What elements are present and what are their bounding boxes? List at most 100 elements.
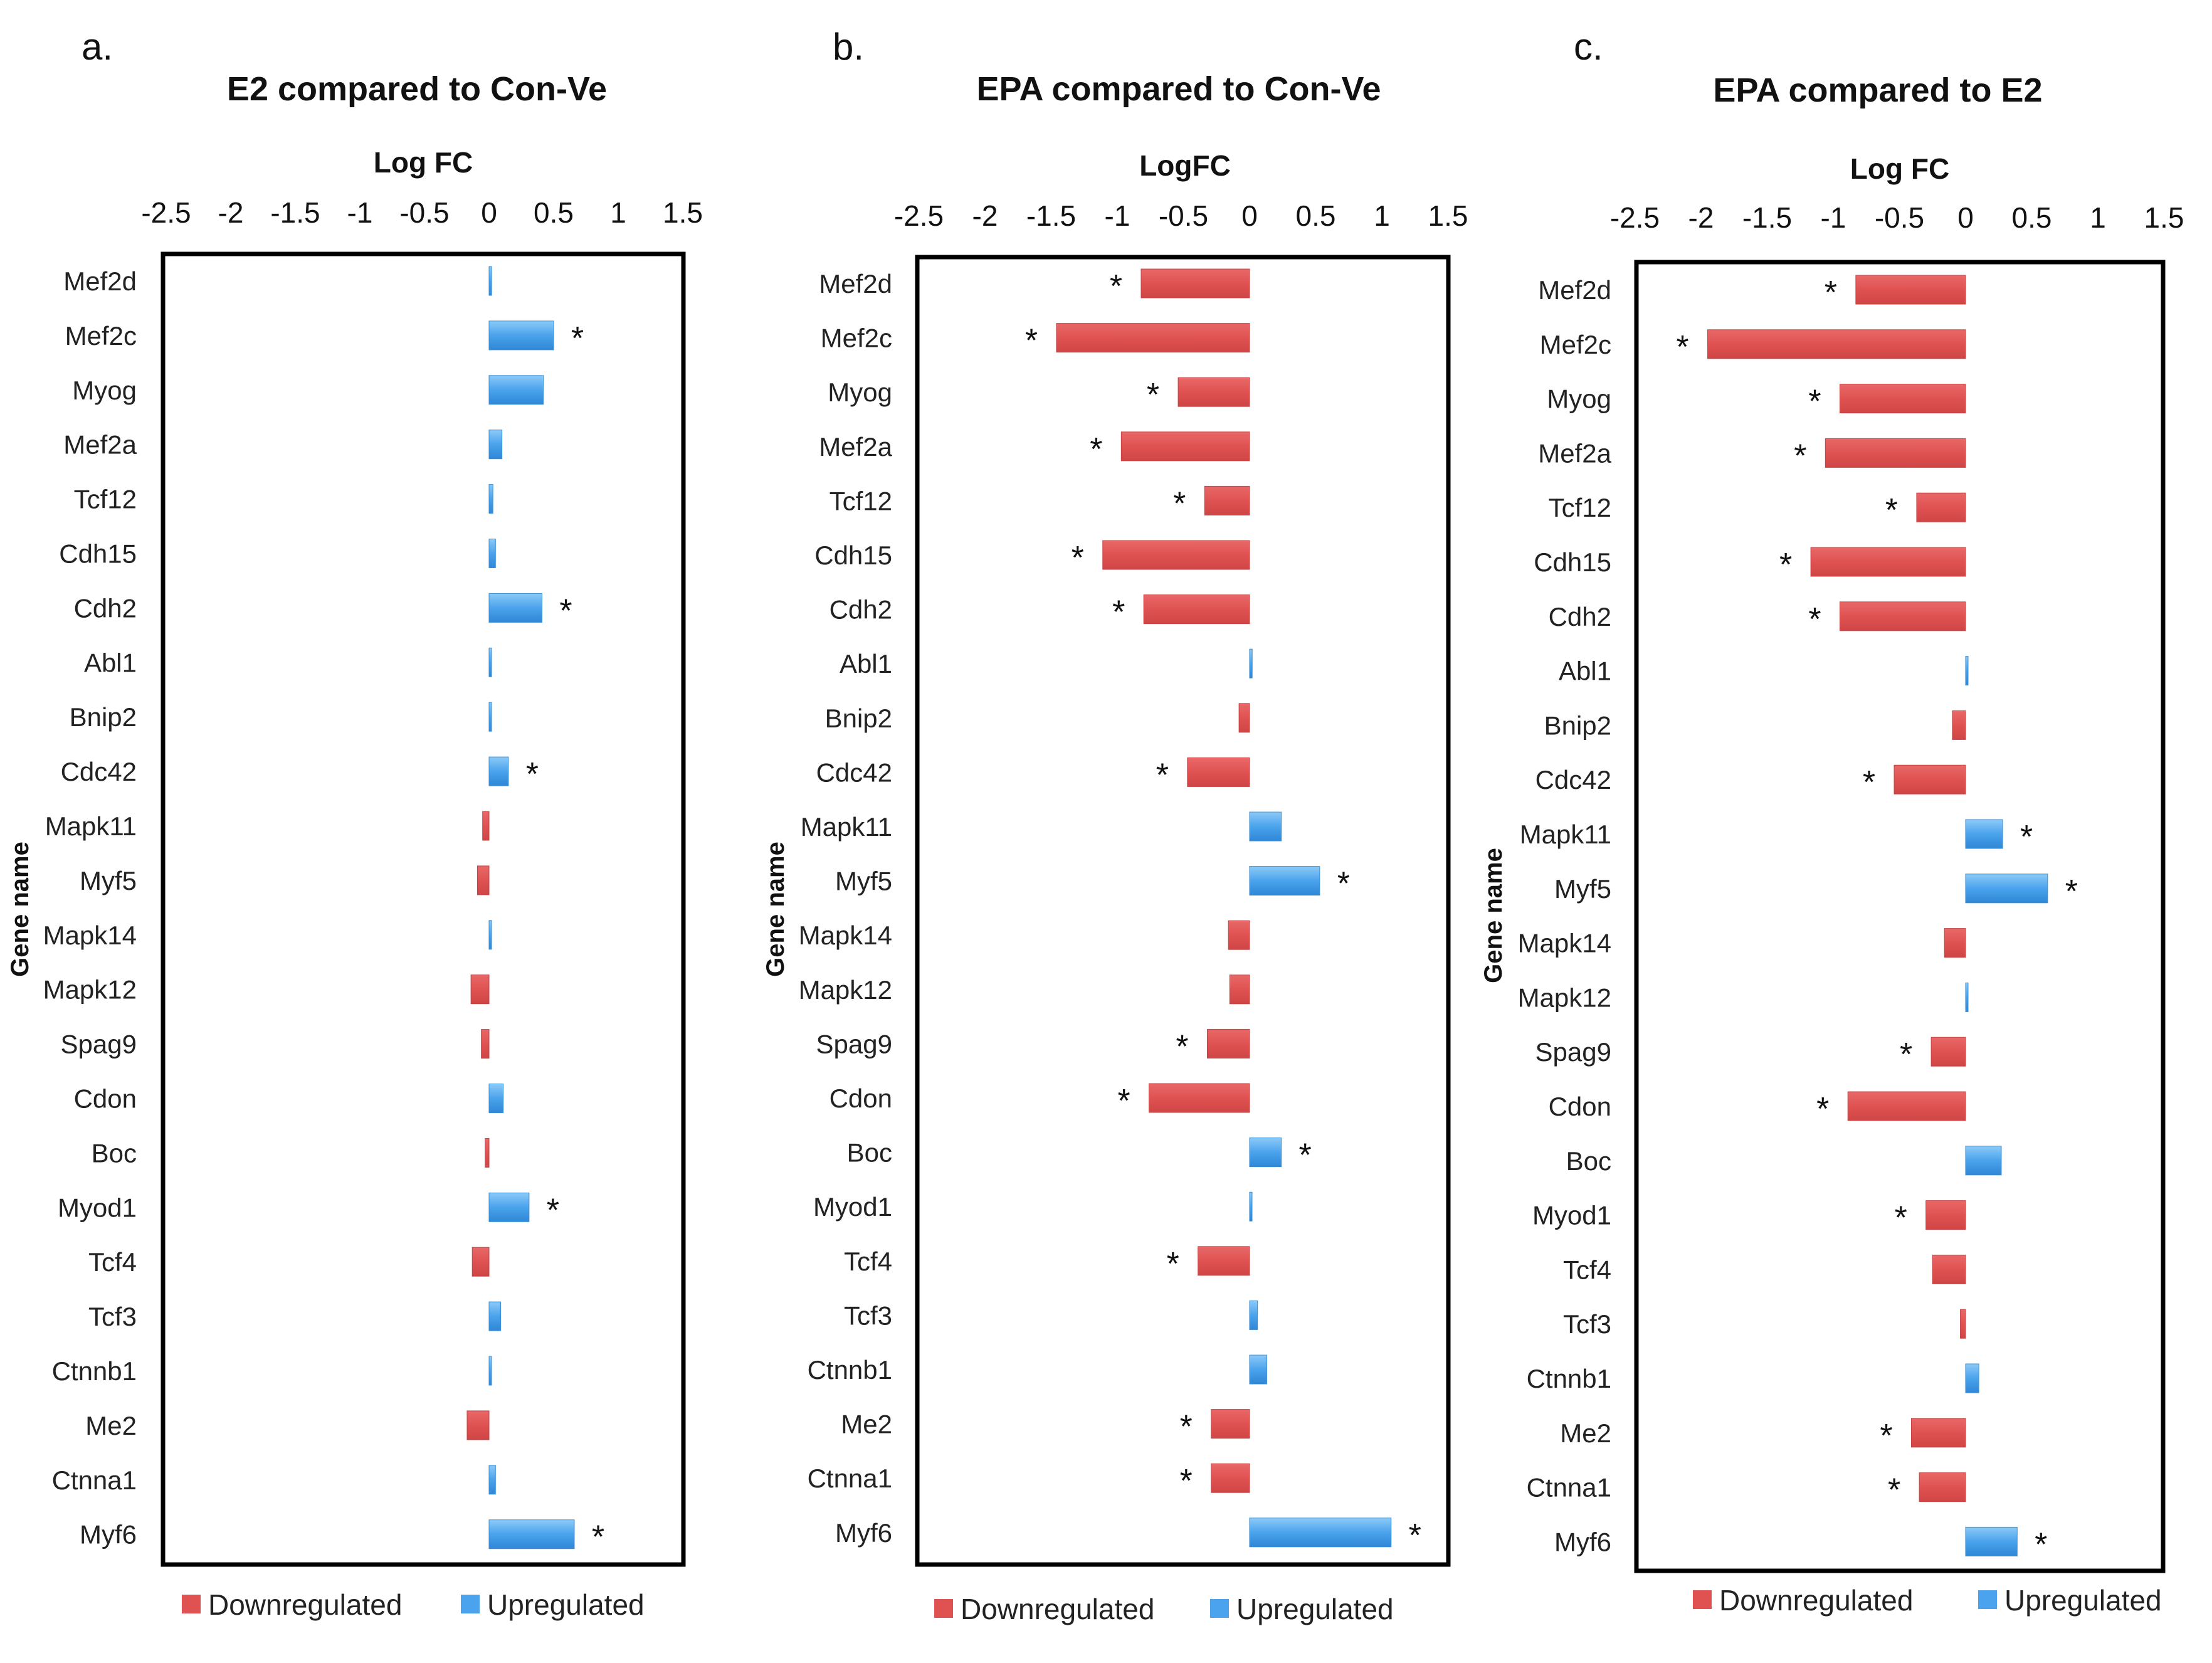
panel-1-category-label: Mapk11 <box>45 811 137 841</box>
panel-3-category-label: Cdon <box>1549 1092 1611 1121</box>
panel-1-category-label: Abl1 <box>84 648 137 677</box>
panel-3-category-label: Mapk14 <box>1518 929 1611 958</box>
panel-3-category-label: Cdc42 <box>1535 765 1611 795</box>
panel-1-significance-marker: * <box>571 320 584 357</box>
panel-2-category-label: Cdon <box>830 1084 892 1113</box>
panel-2-category-label: Cdh2 <box>830 595 892 625</box>
panel-1-legend-down-swatch <box>182 1595 201 1613</box>
panel-1-category-label: Myog <box>72 376 137 405</box>
panel-2-significance-marker: * <box>1337 866 1350 902</box>
panel-2-category-label: Ctnnb1 <box>808 1355 892 1385</box>
panel-2-bar <box>1228 920 1250 950</box>
panel-2-bar <box>1249 811 1282 842</box>
panel-2-tick-label: 1.5 <box>1428 199 1468 232</box>
panel-3-significance-marker: * <box>1816 1091 1829 1127</box>
panel-3-category-label: Myog <box>1547 384 1611 414</box>
panel-3-bar <box>1847 1091 1966 1121</box>
panel-2-significance-marker: * <box>1167 1246 1179 1282</box>
panel-2-category-label: Mef2d <box>819 269 892 298</box>
panel-3-legend-down-label: Downregulated <box>1719 1584 1913 1617</box>
panel-2-significance-marker: * <box>1409 1518 1421 1554</box>
panel-3-bar <box>1965 1526 2018 1556</box>
panel-3-category-label: Tcf3 <box>1563 1309 1611 1339</box>
panel-2-bar <box>1229 974 1250 1005</box>
panel-3-letter: c. <box>1574 26 1603 68</box>
panel-3-bar <box>1810 547 1966 577</box>
panel-3-bar <box>1930 1037 1966 1067</box>
panel-1-tick-label: 0.5 <box>534 196 574 229</box>
panel-1-bar <box>488 1301 502 1331</box>
panel-2-significance-marker: * <box>1156 757 1169 793</box>
panel-1-category-label: Tcf4 <box>88 1247 137 1277</box>
panel-3-legend-down-swatch <box>1693 1590 1712 1609</box>
panel-2-significance-marker: * <box>1299 1138 1312 1174</box>
panel-3-bar <box>1965 656 1969 686</box>
panel-2-category-label: Cdc42 <box>816 758 892 787</box>
panel-3-significance-marker: * <box>1895 1200 1907 1237</box>
panel-2-significance-marker: * <box>1072 540 1084 576</box>
panel-3-bar <box>1919 1472 1966 1502</box>
panel-3-category-label: Mapk12 <box>1518 983 1611 1012</box>
panel-1-tick-label: -1 <box>347 196 373 229</box>
panel-2-bar <box>1249 1518 1392 1548</box>
panel-3-bar <box>1855 275 1966 305</box>
panel-2-tick-label: -2 <box>972 199 998 232</box>
panel-3-tick-label: -2.5 <box>1610 201 1660 234</box>
panel-2-tick-label: 0 <box>1241 199 1258 232</box>
panel-1-legend-down-label: Downregulated <box>208 1588 402 1621</box>
panel-1-tick-label: -2.5 <box>141 196 191 229</box>
panel-1-plot-frame <box>161 251 686 1567</box>
panel-2-ylabel: Gene name <box>762 842 789 977</box>
panel-1-tick-label: 1.5 <box>663 196 703 229</box>
panel-1-bar <box>488 702 492 732</box>
panel-1-bar <box>488 1084 504 1113</box>
panel-1-category-label: Tcf12 <box>74 485 137 514</box>
panel-2-category-label: Mapk14 <box>799 921 892 950</box>
panel-1-bar <box>488 1192 530 1222</box>
panel-2-bar <box>1249 1191 1253 1222</box>
panel-3-legend-up-swatch <box>1978 1590 1997 1609</box>
panel-2-bar <box>1249 1300 1258 1330</box>
panel-2-category-label: Mef2a <box>819 432 892 462</box>
panel-1-category-label: Myf6 <box>80 1520 137 1549</box>
panel-1-bar <box>488 320 554 351</box>
panel-3-category-label: Myf5 <box>1554 874 1611 904</box>
panel-2-legend-down-label: Downregulated <box>961 1593 1154 1625</box>
panel-2-bar <box>1102 540 1250 570</box>
panel-1-bar <box>466 1410 490 1440</box>
panel-2-letter: b. <box>833 26 864 68</box>
panel-3-category-label: Ctnnb1 <box>1527 1364 1611 1393</box>
panel-1-significance-marker: * <box>559 593 572 629</box>
panel-1-category-label: Boc <box>92 1138 137 1168</box>
panel-2-title: EPA compared to Con-Ve <box>976 70 1381 108</box>
panel-2-category-label: Myf5 <box>835 867 892 896</box>
panel-2-bar <box>1211 1409 1250 1439</box>
panel-2-bar <box>1149 1083 1250 1113</box>
panel-2-category-label: Mapk12 <box>799 975 892 1005</box>
panel-2-bar <box>1249 1138 1282 1168</box>
panel-1-category-label: Me2 <box>85 1411 137 1440</box>
panel-3-bar <box>1932 1254 1966 1284</box>
panel-2-significance-marker: * <box>1118 1083 1130 1119</box>
panel-2-category-label: Boc <box>847 1138 892 1168</box>
panel-3-tick-label: 0 <box>1957 201 1974 234</box>
panel-3-category-label: Mef2a <box>1538 438 1611 468</box>
panel-2-significance-marker: * <box>1090 431 1102 468</box>
panel-1-bar <box>488 1519 575 1549</box>
panel-3-bar <box>1910 1418 1966 1448</box>
panel-3-legend-up-label: Upregulated <box>2004 1584 2162 1617</box>
panel-2-tick-label: -0.5 <box>1159 199 1208 232</box>
panel-3-category-label: Tcf4 <box>1563 1255 1611 1284</box>
panel-3-category-label: Bnip2 <box>1544 710 1611 740</box>
panel-2-bar <box>1187 757 1250 787</box>
panel-3-bar <box>1965 1363 1979 1393</box>
panel-2-tick-label: -1 <box>1105 199 1130 232</box>
panel-1-category-label: Ctnnb1 <box>52 1356 137 1386</box>
panel-1-significance-marker: * <box>526 756 539 793</box>
panel-1-category-label: Spag9 <box>61 1030 137 1059</box>
panel-3-category-label: Mef2d <box>1538 275 1611 305</box>
panel-3-category-label: Spag9 <box>1535 1037 1611 1067</box>
panel-3-bar <box>1965 819 2003 849</box>
panel-3-tick-label: -1 <box>1821 201 1846 234</box>
